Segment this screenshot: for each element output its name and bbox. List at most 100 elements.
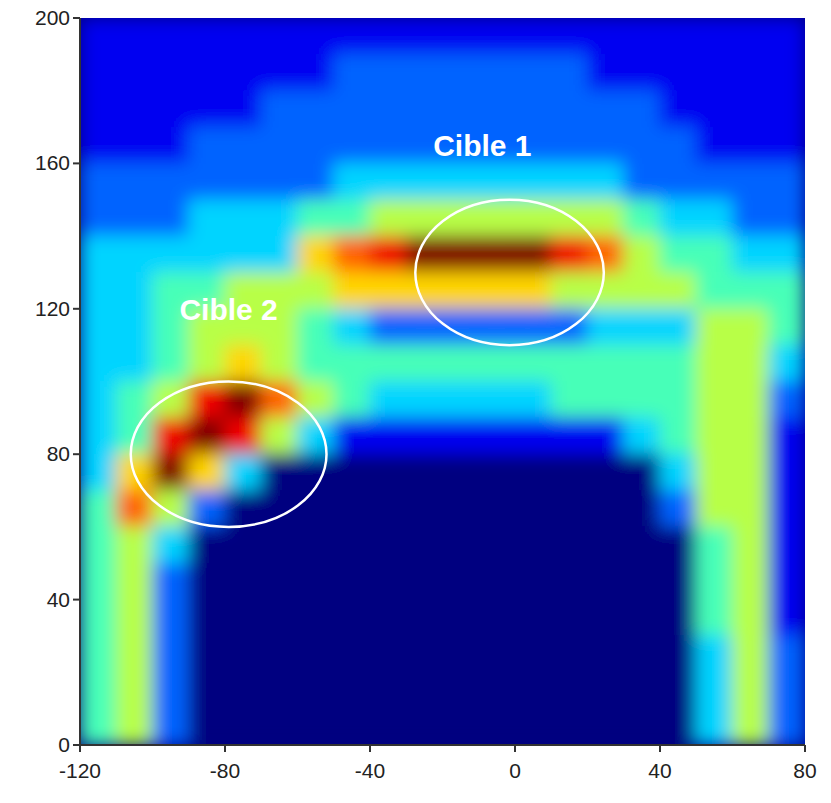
- cell: [587, 90, 624, 127]
- cell: [261, 635, 298, 672]
- cell: [442, 417, 479, 454]
- cell: [333, 163, 370, 200]
- cell: [225, 490, 262, 527]
- cell: [370, 526, 407, 563]
- cell: [333, 490, 370, 527]
- cell: [515, 490, 552, 527]
- cell: [152, 526, 189, 563]
- cell: [116, 672, 153, 709]
- cell: [768, 708, 805, 745]
- cell: [333, 708, 370, 745]
- cell: [515, 454, 552, 491]
- cell: [732, 381, 769, 418]
- cell: [768, 127, 805, 164]
- cell: [515, 526, 552, 563]
- cell: [333, 672, 370, 709]
- cell: [333, 127, 370, 164]
- cell: [478, 163, 515, 200]
- cell: [623, 672, 660, 709]
- cell: [297, 345, 334, 382]
- cell: [768, 163, 805, 200]
- cell: [623, 90, 660, 127]
- cell: [188, 199, 225, 236]
- cell: [333, 635, 370, 672]
- cell: [551, 635, 588, 672]
- cell: [587, 345, 624, 382]
- cell: [333, 345, 370, 382]
- cell: [515, 563, 552, 600]
- x-tick: [224, 745, 226, 752]
- cell: [660, 127, 697, 164]
- cell: [261, 708, 298, 745]
- cell: [406, 526, 443, 563]
- cell: [188, 672, 225, 709]
- y-tick-label: 160: [35, 151, 70, 174]
- cell: [696, 345, 733, 382]
- cell: [225, 599, 262, 636]
- cell: [442, 708, 479, 745]
- cell: [370, 345, 407, 382]
- cell: [732, 490, 769, 527]
- cell: [225, 672, 262, 709]
- cell: [406, 308, 443, 345]
- cell: [116, 127, 153, 164]
- cell: [297, 163, 334, 200]
- y-tick: [73, 308, 80, 310]
- cell: [732, 599, 769, 636]
- cell: [442, 381, 479, 418]
- cell: [515, 90, 552, 127]
- cell: [406, 417, 443, 454]
- cell: [188, 127, 225, 164]
- cell: [660, 199, 697, 236]
- cell: [80, 272, 117, 309]
- cell: [478, 417, 515, 454]
- x-tick-label: -40: [355, 759, 385, 782]
- cell: [370, 490, 407, 527]
- cell: [478, 54, 515, 91]
- cell: [225, 163, 262, 200]
- cell: [551, 417, 588, 454]
- cell: [370, 272, 407, 309]
- cell: [333, 417, 370, 454]
- cell: [80, 381, 117, 418]
- cell: [623, 345, 660, 382]
- cell: [225, 454, 262, 491]
- cell: [116, 236, 153, 273]
- cell: [370, 381, 407, 418]
- cell: [587, 563, 624, 600]
- cell: [696, 308, 733, 345]
- cell: [442, 563, 479, 600]
- cell: [696, 563, 733, 600]
- cell: [515, 417, 552, 454]
- cell: [80, 54, 117, 91]
- cell: [188, 18, 225, 55]
- cell: [225, 54, 262, 91]
- cell: [116, 163, 153, 200]
- cell: [370, 672, 407, 709]
- cell: [660, 308, 697, 345]
- cell: [660, 708, 697, 745]
- cell: [660, 345, 697, 382]
- cell: [696, 236, 733, 273]
- cell: [551, 563, 588, 600]
- cell: [768, 672, 805, 709]
- cell: [297, 236, 334, 273]
- cell: [297, 599, 334, 636]
- cell: [660, 672, 697, 709]
- x-tick: [514, 745, 516, 752]
- cell: [660, 599, 697, 636]
- cell: [297, 90, 334, 127]
- cell: [297, 526, 334, 563]
- cell: [297, 672, 334, 709]
- cell: [768, 526, 805, 563]
- cell: [478, 90, 515, 127]
- cell: [333, 599, 370, 636]
- cell: [80, 599, 117, 636]
- y-axis-line: [79, 18, 81, 745]
- cell: [587, 308, 624, 345]
- cell: [370, 708, 407, 745]
- cell: [551, 127, 588, 164]
- cell: [551, 18, 588, 55]
- cell: [80, 454, 117, 491]
- cell: [188, 163, 225, 200]
